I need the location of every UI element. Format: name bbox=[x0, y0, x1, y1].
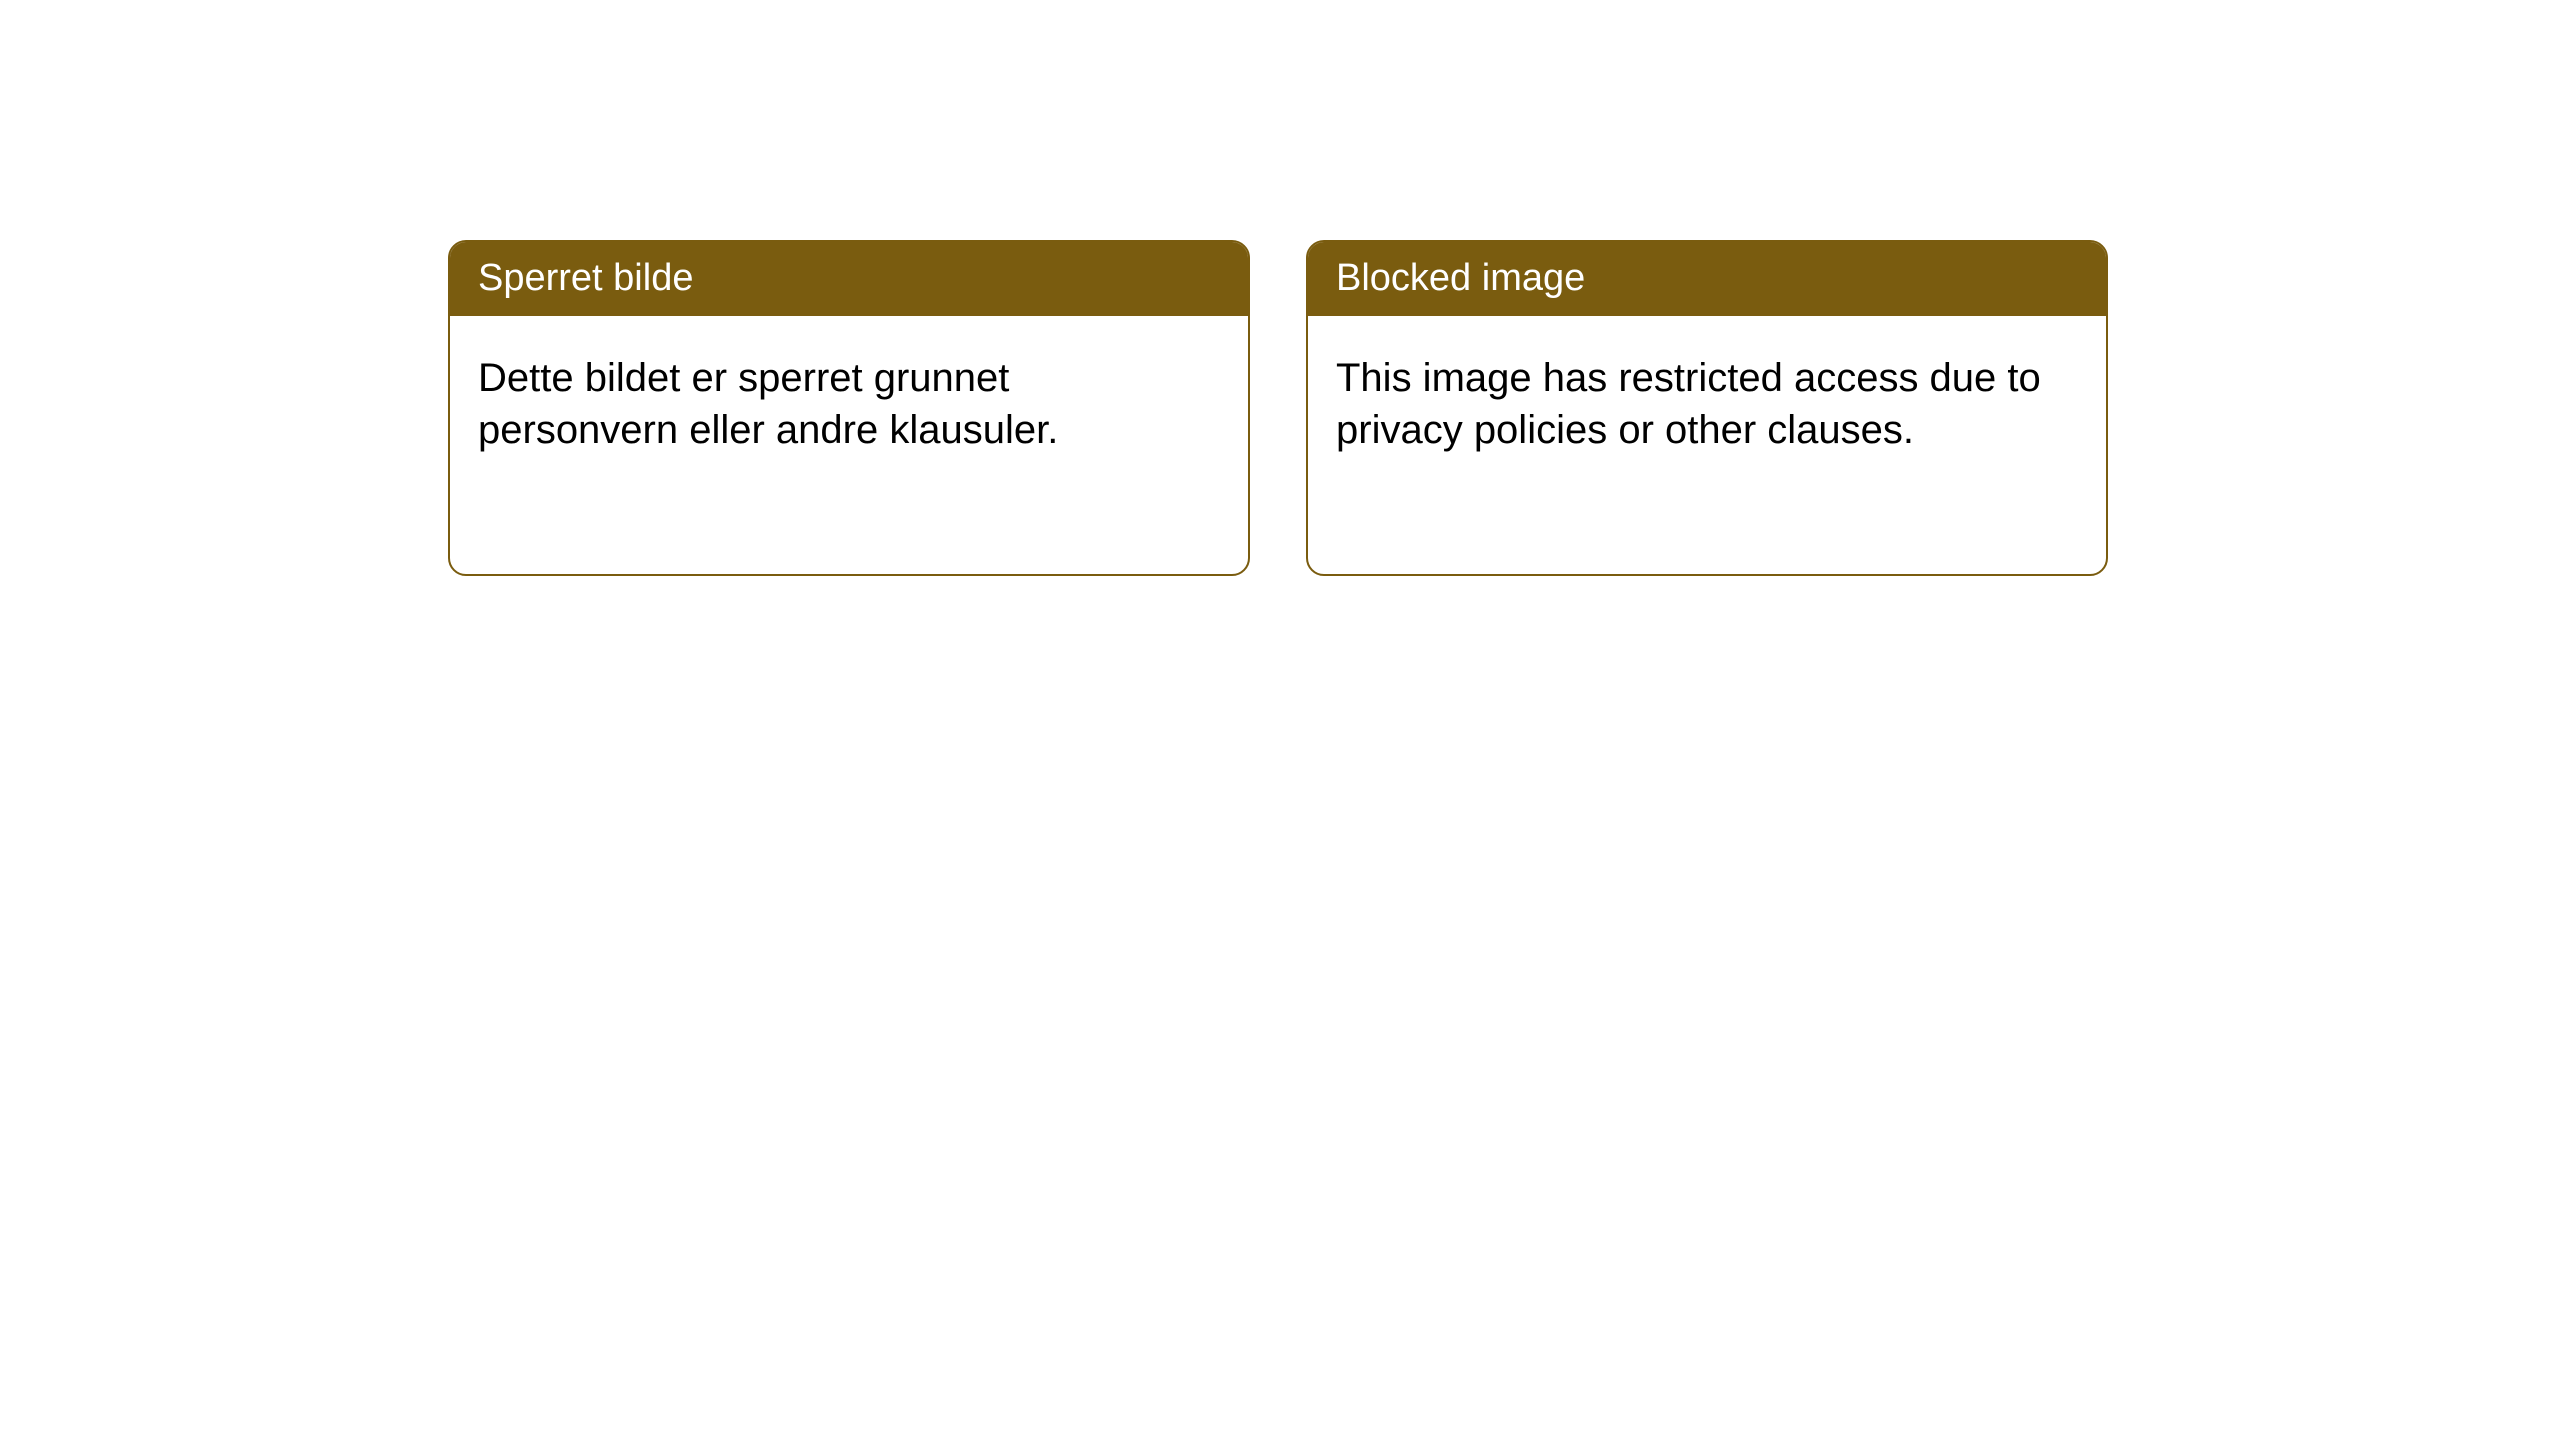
notice-card-body: This image has restricted access due to … bbox=[1308, 316, 2106, 492]
notice-card-title: Blocked image bbox=[1308, 242, 2106, 316]
notice-card-norwegian: Sperret bilde Dette bildet er sperret gr… bbox=[448, 240, 1250, 576]
notice-card-body: Dette bildet er sperret grunnet personve… bbox=[450, 316, 1248, 492]
notice-card-english: Blocked image This image has restricted … bbox=[1306, 240, 2108, 576]
notice-container: Sperret bilde Dette bildet er sperret gr… bbox=[448, 240, 2108, 576]
notice-card-title: Sperret bilde bbox=[450, 242, 1248, 316]
